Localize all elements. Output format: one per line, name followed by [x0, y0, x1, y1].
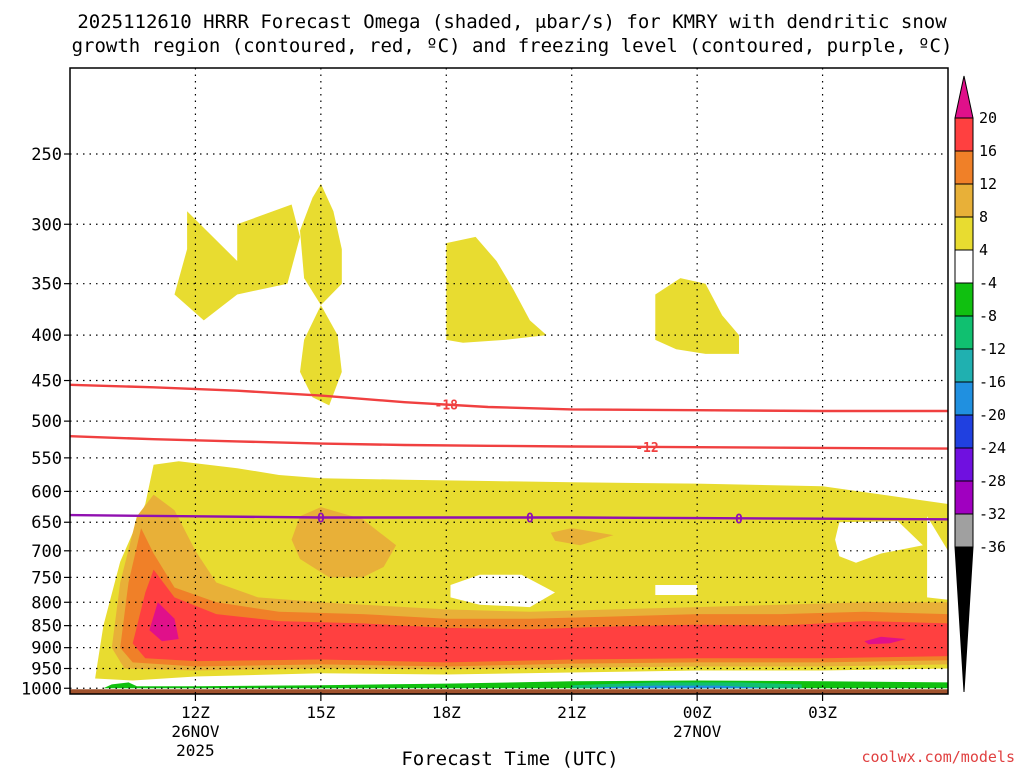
omega-region-16	[103, 680, 948, 689]
x-tick-label-03Z: 03Z	[808, 703, 837, 722]
contour-dgz-minus18	[69, 383, 948, 413]
omega-shading-layer	[95, 183, 949, 689]
x-year-label-12Z: 2025	[176, 741, 215, 760]
colorbar-label-8: -16	[979, 373, 1006, 391]
colorbar-swatch-2	[954, 183, 974, 218]
pressure-axis: 2503003504004505005506006507007508008509…	[21, 145, 70, 699]
contour-label-freezing-level-2: 0	[735, 512, 743, 527]
y-tick-label-850: 850	[31, 617, 62, 637]
colorbar-label-10: -24	[979, 439, 1006, 457]
omega-region-8	[655, 585, 698, 595]
contour-label-dgz-minus12-0: -12	[635, 441, 658, 456]
y-tick-label-700: 700	[31, 542, 62, 562]
colorbar-label-12: -32	[979, 505, 1006, 523]
omega-region-14	[149, 602, 179, 642]
colorbar-bottom-arrow	[954, 546, 974, 693]
colorbar-swatch-11	[954, 480, 974, 515]
omega-region-18	[592, 685, 760, 689]
omega-region-13	[132, 569, 948, 663]
x-date-label-00Z: 27NOV	[673, 722, 722, 741]
colorbar-label-7: -12	[979, 340, 1006, 358]
contour-label-freezing-level-0: 0	[317, 511, 325, 526]
contour-label-dgz-minus18-0: -18	[435, 399, 459, 414]
y-tick-label-300: 300	[31, 215, 62, 235]
colorbar-label-13: -36	[979, 538, 1006, 556]
colorbar-swatch-5	[954, 282, 974, 317]
x-tick-label-18Z: 18Z	[432, 703, 461, 722]
y-tick-label-350: 350	[31, 275, 62, 295]
watermark: coolwx.com/models	[861, 748, 1015, 766]
omega-region-11	[550, 528, 614, 546]
y-tick-label-450: 450	[31, 372, 62, 392]
y-tick-label-550: 550	[31, 449, 62, 469]
x-tick-label-00Z: 00Z	[683, 703, 712, 722]
colorbar-swatch-0	[954, 117, 974, 152]
x-axis-label: Forecast Time (UTC)	[401, 748, 618, 768]
x-tick-label-12Z: 12Z	[181, 703, 210, 722]
contour-dgz-minus12	[69, 435, 949, 450]
colorbar-swatch-10	[954, 447, 974, 482]
ground-terrain	[70, 689, 948, 694]
y-tick-label-1000: 1000	[21, 679, 62, 699]
colorbar-swatch-7	[954, 348, 974, 383]
y-tick-label-250: 250	[31, 145, 62, 165]
colorbar-label-0: 20	[979, 109, 997, 127]
grid-layer	[70, 68, 948, 694]
colorbar-label-9: -20	[979, 406, 1006, 424]
terrain-layer	[70, 689, 948, 694]
y-tick-label-650: 650	[31, 513, 62, 533]
colorbar-label-11: -28	[979, 472, 1006, 490]
y-tick-label-900: 900	[31, 639, 62, 659]
colorbar-label-5: -4	[979, 274, 997, 292]
colorbar-swatch-12	[954, 513, 974, 548]
colorbar-top-arrow	[954, 75, 974, 119]
contour-freezing-level	[69, 513, 949, 521]
omega-region-15	[864, 636, 907, 645]
y-tick-label-400: 400	[31, 326, 62, 346]
omega-region-3	[446, 236, 547, 343]
colorbar-swatch-3	[954, 216, 974, 251]
colorbar-swatch-4	[954, 249, 974, 284]
x-tick-label-15Z: 15Z	[306, 703, 335, 722]
y-tick-label-800: 800	[31, 593, 62, 613]
y-tick-label-950: 950	[31, 659, 62, 679]
omega-region-6	[835, 521, 923, 563]
colorbar-swatch-1	[954, 150, 974, 185]
colorbar: 20 16 12 8 4 -4 -8 -12 -16 -20 -24 -28 -32 -36	[954, 75, 1006, 693]
omega-region-10	[291, 507, 397, 578]
contour-layer: -18 -12 0 0 0	[69, 383, 949, 527]
colorbar-swatch-8	[954, 381, 974, 416]
x-date-label-12Z: 26NOV	[171, 722, 220, 741]
chart-title-line1: 2025112610 HRRR Forecast Omega (shaded, …	[77, 11, 947, 33]
colorbar-label-3: 8	[979, 208, 988, 226]
y-tick-label-750: 750	[31, 568, 62, 588]
x-tick-label-21Z: 21Z	[557, 703, 586, 722]
colorbar-label-6: -8	[979, 307, 997, 325]
colorbar-swatch-9	[954, 414, 974, 449]
y-tick-label-500: 500	[31, 412, 62, 432]
colorbar-label-4: 4	[979, 241, 988, 259]
colorbar-label-2: 12	[979, 175, 997, 193]
colorbar-label-1: 16	[979, 142, 997, 160]
omega-region-0	[174, 204, 300, 321]
y-tick-label-600: 600	[31, 482, 62, 502]
contour-label-freezing-level-1: 0	[526, 511, 534, 526]
colorbar-swatch-6	[954, 315, 974, 350]
chart-title-line2: growth region (contoured, red, ºC) and f…	[72, 35, 953, 57]
omega-region-7	[450, 574, 555, 608]
